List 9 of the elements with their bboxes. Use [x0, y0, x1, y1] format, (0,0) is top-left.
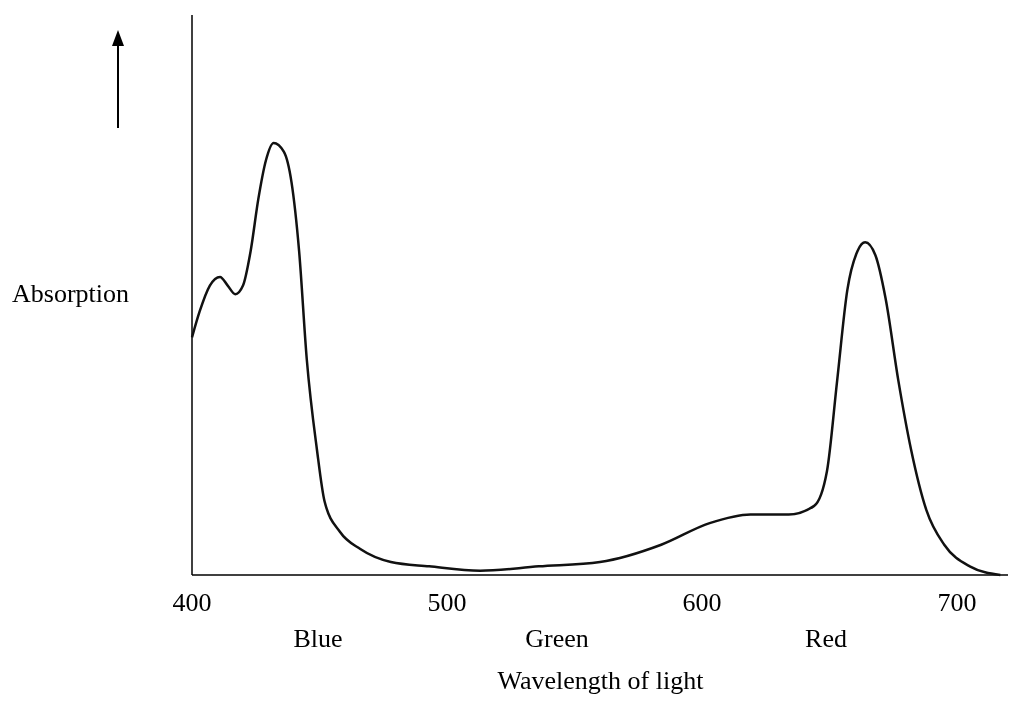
x-tick-label: 600 — [682, 588, 722, 617]
text: Blue — [293, 624, 343, 653]
x-tick-label: 500 — [427, 588, 467, 617]
text: Red — [805, 624, 847, 653]
x-tick-label: 400 — [172, 588, 212, 617]
y-axis-title: Absorption — [12, 279, 129, 308]
text: Green — [525, 624, 589, 653]
x-axis-title: Wavelength of light — [497, 666, 705, 695]
x-tick-label: 700 — [937, 588, 977, 617]
